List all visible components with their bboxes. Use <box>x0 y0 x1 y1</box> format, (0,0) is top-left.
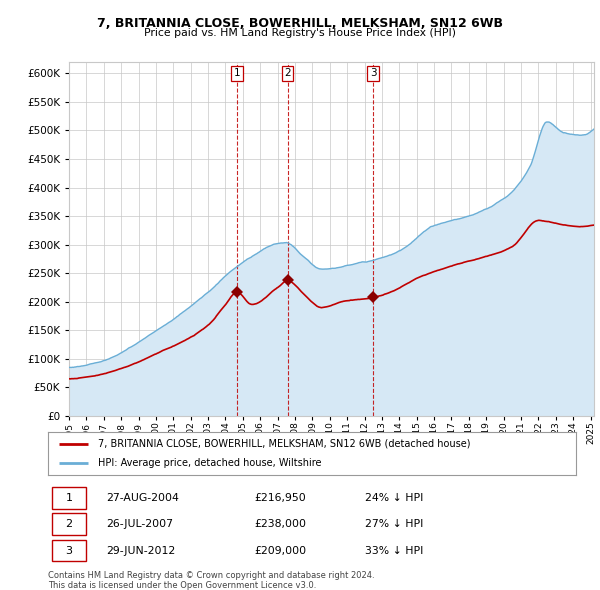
Text: Contains HM Land Registry data © Crown copyright and database right 2024.: Contains HM Land Registry data © Crown c… <box>48 571 374 579</box>
Text: 33% ↓ HPI: 33% ↓ HPI <box>365 546 423 556</box>
Text: Price paid vs. HM Land Registry's House Price Index (HPI): Price paid vs. HM Land Registry's House … <box>144 28 456 38</box>
Text: 26-JUL-2007: 26-JUL-2007 <box>106 519 173 529</box>
Text: 3: 3 <box>370 68 376 78</box>
Text: 27% ↓ HPI: 27% ↓ HPI <box>365 519 423 529</box>
Text: 2: 2 <box>65 519 73 529</box>
Text: 3: 3 <box>65 546 73 556</box>
FancyBboxPatch shape <box>52 513 86 535</box>
Text: £209,000: £209,000 <box>254 546 306 556</box>
Text: HPI: Average price, detached house, Wiltshire: HPI: Average price, detached house, Wilt… <box>98 458 322 468</box>
Text: 29-JUN-2012: 29-JUN-2012 <box>106 546 175 556</box>
Text: 2: 2 <box>284 68 291 78</box>
Text: 27-AUG-2004: 27-AUG-2004 <box>106 493 179 503</box>
Text: 1: 1 <box>65 493 73 503</box>
Text: £216,950: £216,950 <box>254 493 305 503</box>
Text: This data is licensed under the Open Government Licence v3.0.: This data is licensed under the Open Gov… <box>48 581 316 589</box>
Text: 7, BRITANNIA CLOSE, BOWERHILL, MELKSHAM, SN12 6WB: 7, BRITANNIA CLOSE, BOWERHILL, MELKSHAM,… <box>97 17 503 30</box>
Text: £238,000: £238,000 <box>254 519 306 529</box>
Text: 7, BRITANNIA CLOSE, BOWERHILL, MELKSHAM, SN12 6WB (detached house): 7, BRITANNIA CLOSE, BOWERHILL, MELKSHAM,… <box>98 439 470 449</box>
Text: 1: 1 <box>233 68 240 78</box>
Text: 24% ↓ HPI: 24% ↓ HPI <box>365 493 423 503</box>
FancyBboxPatch shape <box>52 540 86 561</box>
FancyBboxPatch shape <box>52 487 86 509</box>
